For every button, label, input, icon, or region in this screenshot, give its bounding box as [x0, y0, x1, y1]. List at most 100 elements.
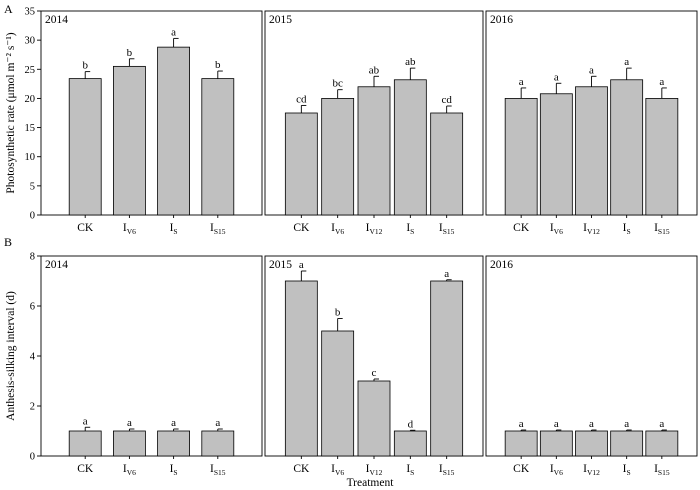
x-tick-label: CK: [513, 463, 530, 475]
x-tick-label: IS: [406, 463, 414, 477]
significance-letter: a: [171, 417, 176, 429]
significance-letter: ab: [405, 56, 416, 68]
significance-letter: cd: [296, 93, 307, 105]
y-tick-label: 2: [30, 402, 35, 413]
y-tick-label: 6: [30, 302, 35, 313]
bar: [393, 79, 427, 216]
y-tick-label: 8: [30, 252, 35, 263]
chart-panel-1-1: 2015 a CK b IV6 c IV12 d IS a IS15: [264, 255, 484, 477]
x-tick-label: IV12: [366, 222, 383, 236]
x-tick-label: CK: [513, 222, 530, 234]
x-tick-label: CK: [293, 222, 310, 234]
panel-label-b: B: [4, 235, 12, 249]
bar: [575, 86, 608, 216]
year-label: 2014: [45, 14, 68, 26]
bar: [284, 280, 318, 457]
y-tick-label: 20: [25, 94, 36, 105]
significance-letter: a: [127, 417, 132, 429]
bar: [393, 430, 427, 457]
y-tick-label: 30: [25, 36, 36, 47]
x-tick-label: CK: [77, 222, 94, 234]
significance-letter: a: [519, 418, 524, 430]
x-tick-label: IS: [623, 222, 631, 236]
year-label: 2015: [269, 14, 292, 26]
x-tick-label: IV6: [331, 463, 344, 477]
y-tick-label: 10: [25, 152, 36, 163]
y-tick-label: 4: [30, 352, 36, 363]
x-tick-label: IV6: [550, 222, 563, 236]
significance-letter: a: [215, 417, 220, 429]
x-tick-label: IS: [170, 222, 178, 236]
bar: [157, 46, 191, 216]
year-label: 2015: [269, 259, 292, 271]
significance-letter: a: [589, 418, 594, 430]
significance-letter: a: [554, 418, 559, 430]
significance-letter: a: [299, 259, 304, 271]
x-tick-label: IV6: [123, 463, 136, 477]
x-tick-label: IS15: [210, 222, 226, 236]
x-tick-label: IS: [406, 222, 414, 236]
x-tick-label: IS: [170, 463, 178, 477]
y-tick-label: 25: [25, 65, 36, 76]
year-label: 2016: [490, 259, 513, 271]
panel-label-a: A: [4, 2, 13, 16]
y-tick-label: 0: [30, 452, 35, 463]
significance-letter: c: [372, 367, 377, 379]
plot-frame: [40, 10, 263, 216]
bar: [430, 112, 464, 216]
chart-panel-0-1: 2015 cd CK bc IV6 ab IV12 ab IS cd IS15: [264, 10, 484, 236]
bar: [68, 430, 102, 457]
bar: [321, 330, 355, 457]
chart-panel-1-0: 2014 0 2 4 6 8 Anthesis-silking interval (d) a C…: [5, 252, 263, 477]
chart-panel-0-0: 2014 0 5 10 15 20 25 30 35 Photosynthetic rate (μ…: [5, 7, 263, 236]
bar: [357, 380, 391, 457]
significance-letter: a: [554, 71, 559, 83]
x-tick-label: IS: [623, 463, 631, 477]
significance-letter: d: [408, 418, 414, 430]
bar: [610, 79, 644, 216]
x-tick-label: IV6: [550, 463, 563, 477]
x-tick-label: IS15: [210, 463, 226, 477]
chart-panel-0-2: 2016 a CK a IV6 a IV12 a IS a IS15: [485, 10, 698, 236]
significance-letter: ab: [369, 64, 380, 76]
significance-letter: b: [215, 59, 221, 71]
bar: [113, 430, 146, 457]
bar: [504, 98, 538, 216]
x-axis-label: Treatment: [347, 477, 395, 489]
x-tick-label: IS15: [654, 463, 670, 477]
x-tick-label: IV6: [123, 222, 136, 236]
x-tick-label: CK: [293, 463, 310, 475]
y-axis-label: Photosynthetic rate (μmol m⁻² s⁻¹): [5, 32, 17, 193]
significance-letter: a: [519, 76, 524, 88]
bar: [575, 430, 608, 457]
chart-panel-1-2: 2016 a CK a IV6 a IV12 a IS a IS15: [485, 255, 698, 477]
bar: [113, 65, 146, 216]
significance-letter: a: [444, 268, 449, 280]
significance-letter: a: [589, 64, 594, 76]
bar: [157, 430, 191, 457]
y-tick-label: 0: [30, 211, 35, 222]
bar: [284, 112, 318, 216]
x-tick-label: IS15: [439, 222, 455, 236]
x-tick-label: IV12: [583, 222, 600, 236]
y-tick-label: 35: [25, 7, 36, 18]
significance-letter: b: [127, 47, 133, 59]
bar: [610, 430, 644, 457]
x-tick-label: IS15: [439, 463, 455, 477]
bar: [68, 78, 102, 216]
significance-letter: a: [83, 415, 88, 427]
x-tick-label: CK: [77, 463, 94, 475]
bar: [539, 93, 573, 216]
year-label: 2014: [45, 259, 68, 271]
bar: [321, 98, 355, 216]
x-tick-label: IS15: [654, 222, 670, 236]
bar: [539, 430, 573, 457]
significance-letter: bc: [332, 78, 343, 90]
significance-letter: a: [624, 56, 629, 68]
bar: [430, 280, 464, 457]
significance-letter: b: [335, 307, 341, 319]
bar: [645, 430, 679, 457]
significance-letter: a: [659, 418, 664, 430]
